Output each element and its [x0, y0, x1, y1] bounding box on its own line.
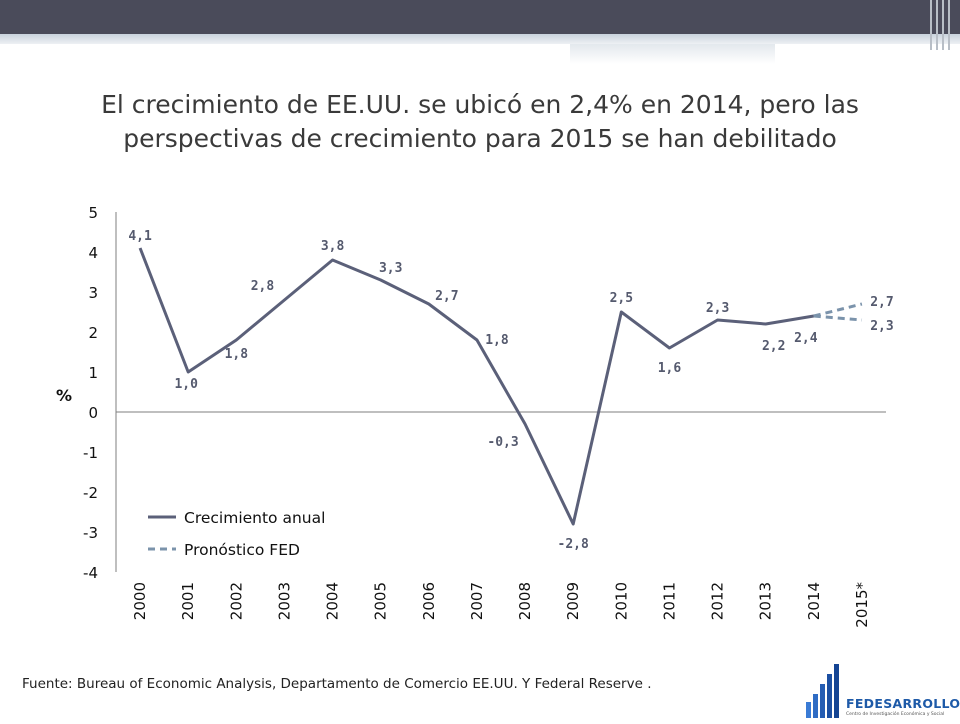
x-tick-label: 2012	[709, 582, 727, 620]
x-tick-label: 2005	[372, 582, 390, 620]
logo-name: FEDESARROLLO	[846, 696, 960, 711]
y-tick-label: -2	[83, 484, 98, 502]
x-tick-label: 2010	[612, 582, 630, 620]
title-line-1: El crecimiento de EE.UU. se ubicó en 2,4…	[101, 90, 859, 119]
header-tab-decoration	[570, 44, 775, 64]
line-chart: 5 4 3 2 1 0 -1 -2 -3 -4% 2000 2001 2002 2003 2004 2005 2…	[56, 204, 894, 628]
y-tick-label: 2	[88, 324, 98, 342]
y-tick-label: -3	[83, 524, 98, 542]
x-tick-label: 2014	[805, 582, 823, 620]
title-line-2: perspectivas de crecimiento para 2015 se…	[123, 124, 837, 153]
data-label: 2,3	[706, 301, 729, 316]
y-tick-label: 1	[88, 364, 98, 382]
data-label: 1,0	[174, 377, 198, 392]
x-tick-label: 2013	[757, 582, 775, 620]
legend-label-pronostico: Pronóstico FED	[184, 541, 300, 559]
x-tick-label: 2007	[468, 582, 486, 620]
data-label: 2,7	[435, 289, 458, 304]
x-tick-label: 2015*	[853, 582, 871, 628]
y-tick-label: 4	[88, 244, 98, 262]
y-axis-label: %	[56, 386, 72, 405]
y-tick-label: -1	[83, 444, 98, 462]
series-pronostico-fed-line-1	[813, 302, 863, 318]
data-label: 4,1	[128, 229, 152, 244]
data-label: -0,3	[487, 435, 518, 450]
data-label: 2,5	[610, 291, 633, 306]
corner-decoration	[930, 0, 952, 50]
x-tick-label: 2003	[275, 582, 293, 620]
x-tick-label: 2006	[420, 582, 438, 620]
data-label: 1,8	[485, 333, 509, 348]
header-bar	[0, 0, 960, 34]
logo-bars-icon	[806, 664, 839, 718]
chart-legend: Crecimiento anual Pronóstico FED	[148, 509, 325, 559]
series-pronostico-fed-line-2	[813, 314, 863, 322]
data-label: 1,8	[225, 347, 249, 362]
header-gradient	[0, 34, 960, 44]
x-tick-label: 2004	[324, 582, 342, 620]
data-label: 2,8	[251, 279, 275, 294]
slide-title: El crecimiento de EE.UU. se ubicó en 2,4…	[60, 88, 900, 156]
legend-label-crecimiento: Crecimiento anual	[184, 509, 325, 527]
y-tick-label: 0	[88, 404, 98, 422]
forecast-data-label: 2,3	[870, 319, 893, 334]
data-label: 2,2	[762, 339, 785, 354]
x-tick-label: 2000	[131, 582, 149, 620]
fedesarrollo-logo: FEDESARROLLO Centro de Investigación Eco…	[800, 662, 960, 720]
x-tick-label: 2002	[227, 582, 245, 620]
data-label: 2,4	[794, 331, 818, 346]
data-label: 3,8	[321, 239, 345, 254]
y-tick-label: 5	[88, 204, 98, 222]
x-tick-label: 2011	[660, 582, 678, 620]
y-tick-label: -4	[83, 564, 98, 582]
logo-subtitle: Centro de Investigación Económica y Soci…	[846, 712, 945, 717]
data-label: -2,8	[558, 537, 589, 552]
source-note: Fuente: Bureau of Economic Analysis, Dep…	[22, 676, 652, 692]
x-tick-label: 2009	[564, 582, 582, 620]
series-crecimiento-anual-line	[138, 247, 815, 526]
y-tick-label: 3	[88, 284, 98, 302]
forecast-data-label: 2,7	[870, 295, 893, 310]
x-tick-label: 2008	[516, 582, 534, 620]
x-tick-label: 2001	[179, 582, 197, 620]
data-label: 1,6	[658, 361, 682, 376]
data-label: 3,3	[379, 261, 402, 276]
